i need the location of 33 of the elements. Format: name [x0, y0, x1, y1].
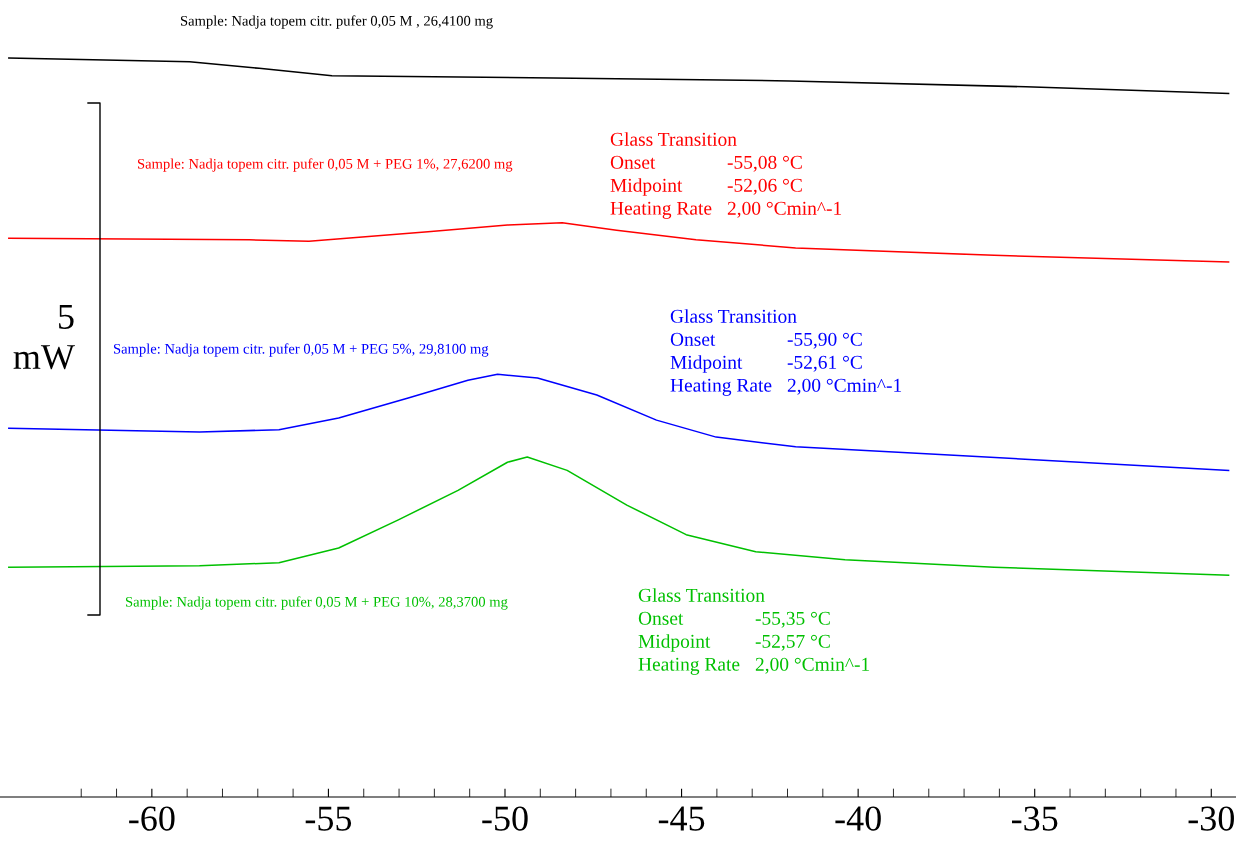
- text: Sample: Nadja topem citr. pufer 0,05 M + PEG 1%, 27,6200 mg: [137, 158, 513, 172]
- x-tick-label: -45: [658, 806, 705, 831]
- annotation: Midpoint: [670, 355, 743, 373]
- x-tick-label: -55: [305, 806, 352, 831]
- annotation: 2,00 °Cmin^-1: [727, 201, 842, 218]
- annotation: Heating Rate: [638, 657, 740, 675]
- annotation: -52,57 °C: [755, 634, 830, 651]
- annotation: 2,00 °Cmin^-1: [787, 378, 902, 395]
- annotation: -55,35 °C: [755, 611, 830, 628]
- x-tick-label: -50: [482, 806, 528, 831]
- annotation: -52,61 °C: [787, 355, 862, 372]
- annotation: Heating Rate: [610, 201, 712, 219]
- annotation: -52,06 °C: [727, 178, 802, 195]
- annotation: Onset: [638, 611, 684, 625]
- text: Sample: Nadja topem citr. pufer 0,05 M + PEG 10%, 28,3700 mg: [125, 596, 508, 610]
- annotation: Onset: [610, 155, 656, 169]
- annotation: 5 mW: [13, 304, 75, 370]
- annotation: -55,08 °C: [727, 155, 802, 172]
- annotation: Glass Transition: [610, 132, 737, 146]
- x-tick-label: -30: [1188, 806, 1234, 831]
- x-tick-label: -60: [129, 806, 175, 831]
- series-label: Sample: Nadja topem citr. pufer 0,05 M + PEG 5%, 29,8100 mg: [113, 343, 489, 357]
- annotation: -55,90 °C: [787, 332, 862, 349]
- annotation: Midpoint: [610, 178, 683, 196]
- annotation: Glass Transition: [670, 309, 797, 323]
- annotation: Heating Rate: [670, 378, 772, 396]
- x-tick-label: -35: [1011, 806, 1058, 831]
- annotation: Midpoint: [638, 634, 711, 652]
- annotation: Onset: [670, 332, 716, 346]
- x-tick-label: -40: [835, 806, 881, 831]
- annotation: Glass Transition: [638, 588, 765, 602]
- annotation: 2,00 °Cmin^-1: [755, 657, 870, 674]
- text: Sample: Nadja topem citr. pufer 0,05 M , 26,4100 mg: [180, 15, 493, 29]
